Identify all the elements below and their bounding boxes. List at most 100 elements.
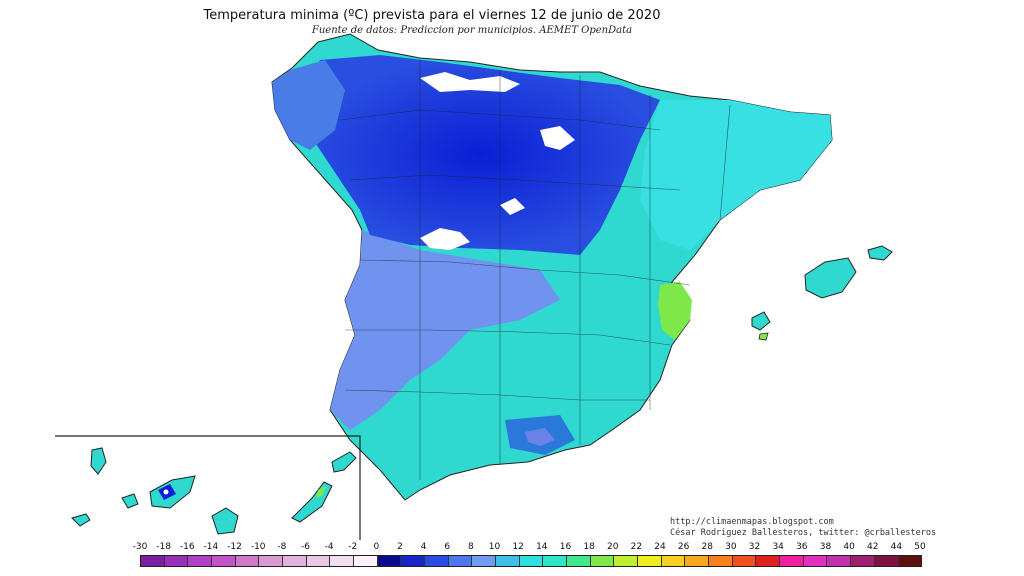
peaks-iberian [540,126,575,150]
island-fuerteventura [291,481,333,523]
scale-swatch [212,556,236,566]
peaks-central [420,228,470,250]
mallorca [804,257,857,299]
scale-label: 0 [373,542,380,552]
scale-label: 2 [397,542,403,552]
scale-labels: -30 -18 -16 -14 -12 -10 -8 -6 -4 -2 0 2 4 6 8 10 12 14 16 1… [130,542,926,554]
scale-swatch [472,556,497,566]
scale-label: 36 [796,542,808,552]
scale-swatch [661,556,686,566]
scale-label: 4 [420,542,427,552]
canary-islands [55,435,361,540]
province-borders [339,60,731,480]
scale-label: -2 [348,542,358,552]
scale-label: 50 [914,542,926,552]
scale-swatch [590,556,615,566]
zone-northeast [640,100,832,250]
island-la-palma [90,447,107,475]
scale-swatch [306,556,331,566]
peninsula-map [271,33,833,501]
formentera [758,332,769,341]
scale-swatch [259,556,284,566]
menorca [867,245,893,261]
scale-label: 6 [444,542,451,552]
scale-swatch [827,556,852,566]
scale-label: 22 [630,542,643,552]
zone-west-blue [330,230,560,430]
scale-swatch [519,556,544,566]
scale-label: 40 [843,542,855,552]
zone-north-cold [300,55,660,255]
scale-label: 20 [606,542,619,552]
scale-swatch [354,556,378,566]
zone-sierra-nevada [505,415,575,455]
island-el-hierro [71,513,91,527]
scale-label: -14 [203,542,219,552]
scale-swatch [188,556,213,566]
scale-label: 32 [748,542,761,552]
zone-valencia-green [658,282,692,340]
zone-galicia [272,60,345,150]
scale-swatch [851,556,875,566]
island-gran-canaria [211,507,239,535]
scale-swatch [874,556,899,566]
scale-swatch [448,556,473,566]
scale-swatch [685,556,710,566]
island-la-gomera [121,493,139,509]
scale-label: 44 [890,542,903,552]
balearic-islands [751,245,893,341]
ibiza [751,311,771,331]
scale-swatch [567,556,591,566]
scale-label: -18 [156,542,171,552]
scale-swatch [709,556,733,566]
scale-label: 42 [866,542,879,552]
credits-author: César Rodriguez Ballesteros, twitter: @c… [670,528,937,538]
fuerteventura-green [316,486,326,498]
scale-label: -4 [324,542,334,552]
scale-label: -10 [250,542,266,552]
scale-label: -12 [227,542,242,552]
inset-frame [55,435,361,540]
scale-label: -16 [179,542,195,552]
credits: http://climaenmapas.blogspot.com César R… [670,517,936,539]
peaks-guadarrama [500,198,525,215]
scale-swatch [803,556,828,566]
map-subtitle: Fuente de datos: Prediccion por municipi… [311,25,633,36]
scale-swatch [614,556,639,566]
scale-label: 24 [654,542,666,552]
island-lanzarote [331,451,357,473]
scale-swatch [330,556,355,566]
teide-peak [163,489,169,495]
scale-swatch [732,556,757,566]
scale-label: 8 [468,542,474,552]
scale-label: 38 [819,542,832,552]
scale-swatch [164,556,189,566]
scale-label: 26 [677,542,690,552]
scale-label: 16 [559,542,572,552]
scale-swatch [141,556,165,566]
map-title: Temperatura minima (ºC) prevista para el… [203,8,661,23]
scale-label: 14 [536,542,548,552]
scale-swatch [377,556,402,566]
credits-url[interactable]: http://climaenmapas.blogspot.com [670,517,834,527]
temperature-scale [140,555,922,567]
scale-swatch [780,556,804,566]
scale-swatch [401,556,426,566]
scale-label: -30 [132,542,148,552]
scale-swatch [638,556,662,566]
scale-label: 10 [488,542,501,552]
scale-swatch [898,556,922,566]
scale-label: 28 [701,542,713,552]
scale-label: 12 [512,542,524,552]
scale-swatch [425,556,449,566]
scale-swatch [496,556,520,566]
scale-label: 34 [772,542,784,552]
scale-label: -8 [277,542,287,552]
scale-label: -6 [300,542,310,552]
scale-swatch [756,556,781,566]
scale-label: 30 [725,542,737,552]
scale-label: 18 [583,542,595,552]
peaks-cantabrian [420,72,520,92]
scale-swatch [235,556,260,566]
